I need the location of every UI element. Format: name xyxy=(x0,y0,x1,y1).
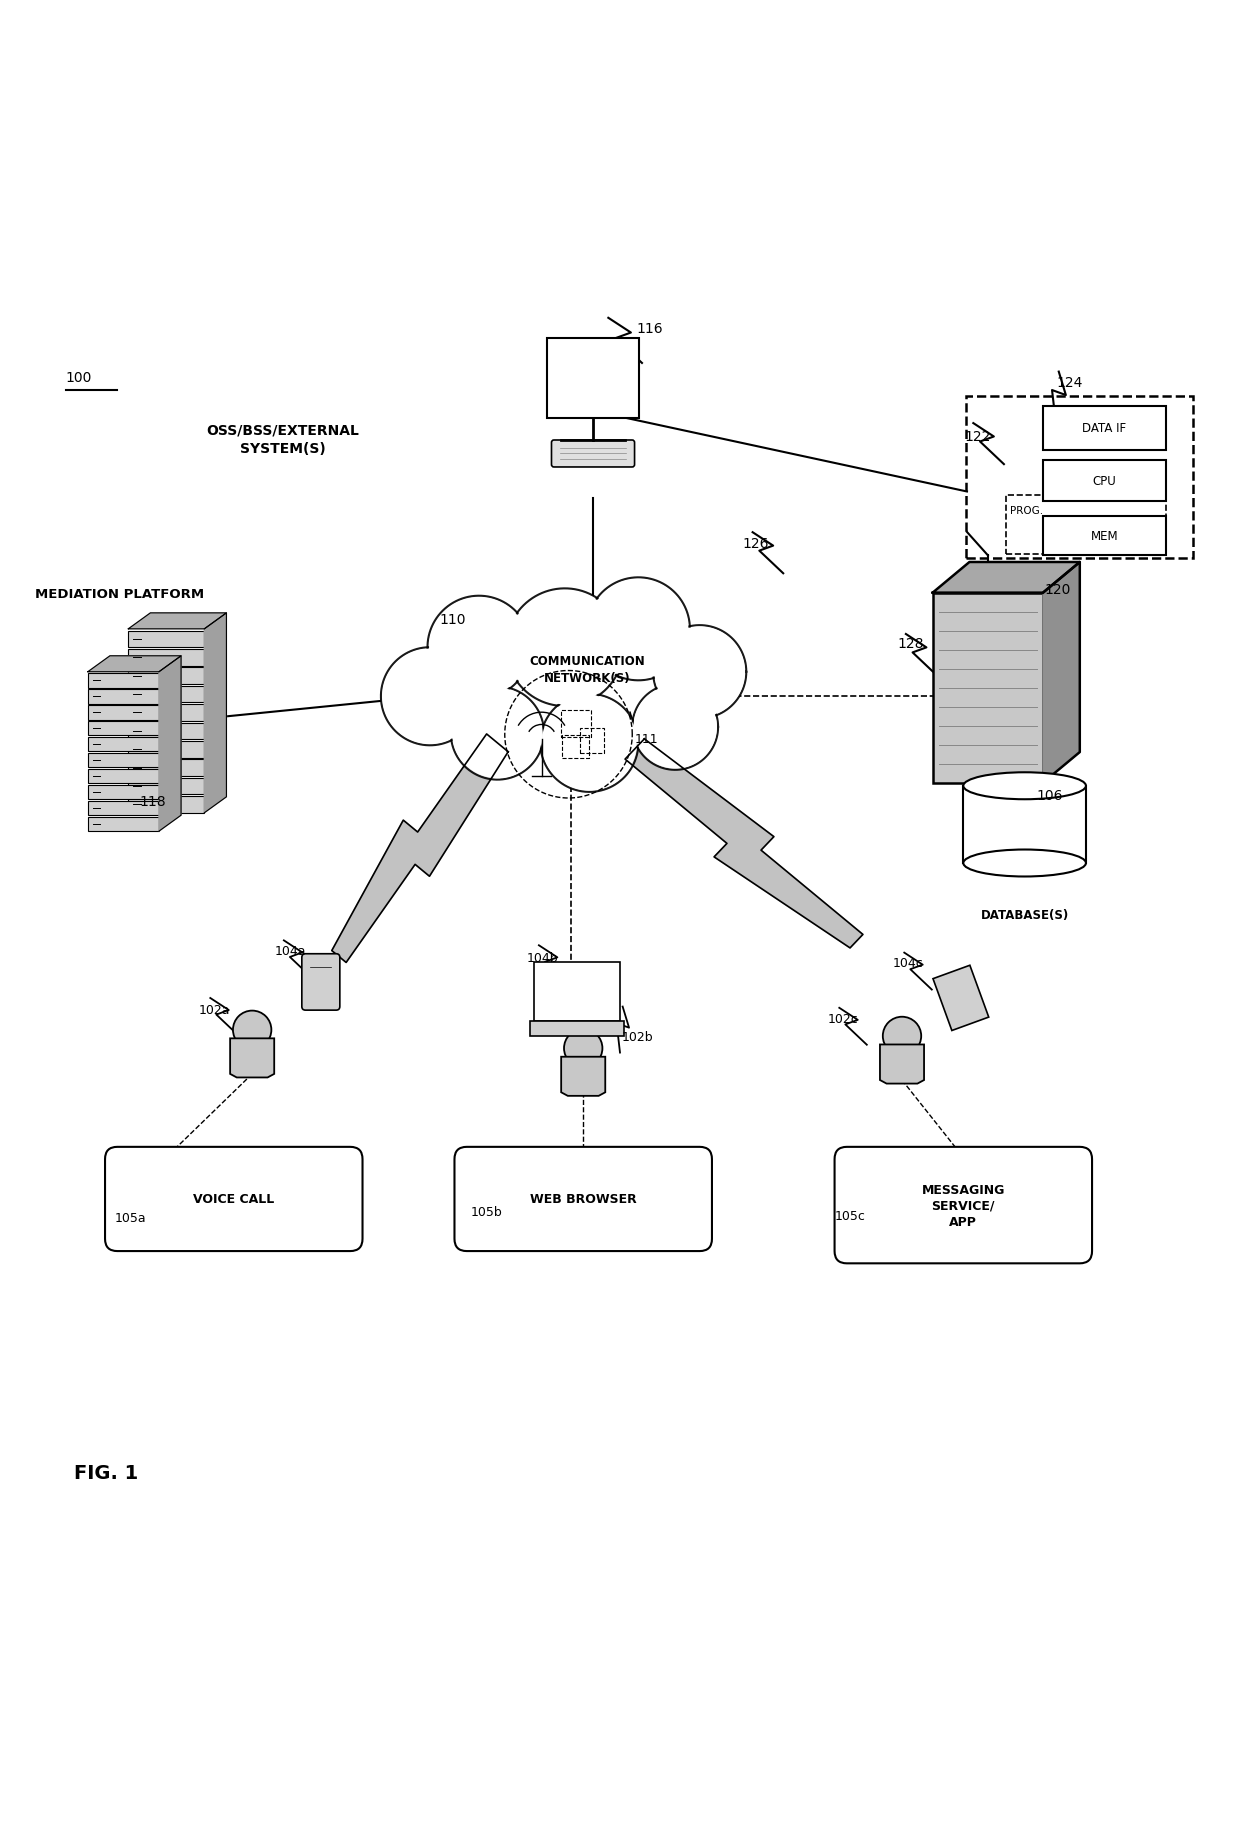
Circle shape xyxy=(506,589,624,706)
Polygon shape xyxy=(128,705,205,721)
FancyBboxPatch shape xyxy=(455,1147,712,1252)
Circle shape xyxy=(632,684,718,770)
Circle shape xyxy=(564,1030,603,1069)
Text: CPU: CPU xyxy=(1092,474,1116,487)
Polygon shape xyxy=(205,613,227,813)
Circle shape xyxy=(542,695,637,791)
Text: 104a: 104a xyxy=(274,944,306,957)
Text: 104c: 104c xyxy=(893,957,923,970)
FancyBboxPatch shape xyxy=(1043,461,1166,501)
Circle shape xyxy=(634,686,717,769)
Text: WEB BROWSER: WEB BROWSER xyxy=(529,1193,636,1206)
Text: 102a: 102a xyxy=(198,1003,229,1016)
Polygon shape xyxy=(159,657,181,831)
Circle shape xyxy=(382,650,477,745)
Polygon shape xyxy=(88,737,159,752)
FancyBboxPatch shape xyxy=(301,953,340,1010)
Polygon shape xyxy=(88,690,159,705)
Polygon shape xyxy=(625,739,863,948)
Text: VOICE CALL: VOICE CALL xyxy=(193,1193,274,1206)
Polygon shape xyxy=(932,562,1080,593)
Circle shape xyxy=(587,578,689,681)
Circle shape xyxy=(429,598,529,697)
Circle shape xyxy=(653,626,746,719)
Text: 124: 124 xyxy=(1056,375,1083,390)
Text: 105b: 105b xyxy=(470,1206,502,1219)
Text: 100: 100 xyxy=(66,371,92,384)
Polygon shape xyxy=(88,818,159,831)
Text: COMMUNICATION
NETWORK(S): COMMUNICATION NETWORK(S) xyxy=(529,655,645,684)
Circle shape xyxy=(381,648,479,747)
Polygon shape xyxy=(128,686,205,703)
Polygon shape xyxy=(128,723,205,739)
Text: OSS/BSS/EXTERNAL
SYSTEM(S): OSS/BSS/EXTERNAL SYSTEM(S) xyxy=(206,423,360,456)
Polygon shape xyxy=(128,796,205,813)
Circle shape xyxy=(541,694,639,792)
Text: 102c: 102c xyxy=(827,1012,858,1027)
Ellipse shape xyxy=(963,772,1086,800)
Text: DATA IF: DATA IF xyxy=(1083,423,1126,436)
Polygon shape xyxy=(88,706,159,721)
Circle shape xyxy=(428,597,531,699)
Polygon shape xyxy=(932,593,1043,783)
Circle shape xyxy=(507,591,622,705)
Polygon shape xyxy=(128,778,205,794)
FancyBboxPatch shape xyxy=(105,1147,362,1252)
Circle shape xyxy=(655,628,745,717)
Polygon shape xyxy=(231,1039,274,1078)
Polygon shape xyxy=(88,802,159,816)
Text: 116: 116 xyxy=(636,322,662,337)
Text: 128: 128 xyxy=(897,637,924,651)
Polygon shape xyxy=(88,721,159,736)
Circle shape xyxy=(453,688,543,780)
Text: DATABASE(S): DATABASE(S) xyxy=(981,910,1069,922)
Polygon shape xyxy=(332,734,508,963)
Polygon shape xyxy=(88,754,159,769)
FancyBboxPatch shape xyxy=(534,963,620,1021)
Text: MEM: MEM xyxy=(1090,531,1118,544)
Polygon shape xyxy=(1043,562,1080,783)
Polygon shape xyxy=(88,785,159,800)
Text: MEDIATION PLATFORM: MEDIATION PLATFORM xyxy=(35,587,205,600)
Text: 118: 118 xyxy=(139,794,166,809)
FancyBboxPatch shape xyxy=(835,1147,1092,1265)
Text: 106: 106 xyxy=(1037,789,1064,803)
Polygon shape xyxy=(880,1045,924,1083)
Polygon shape xyxy=(932,966,988,1030)
FancyBboxPatch shape xyxy=(1043,406,1166,450)
Text: 105c: 105c xyxy=(835,1210,866,1222)
Polygon shape xyxy=(88,673,159,688)
Circle shape xyxy=(883,1017,921,1056)
Circle shape xyxy=(451,686,544,780)
Text: 105a: 105a xyxy=(115,1211,146,1224)
Text: FIG. 1: FIG. 1 xyxy=(74,1462,139,1482)
Text: 126: 126 xyxy=(743,536,769,551)
Ellipse shape xyxy=(963,851,1086,877)
FancyBboxPatch shape xyxy=(552,441,635,468)
Text: 110: 110 xyxy=(440,613,466,626)
Polygon shape xyxy=(128,613,227,630)
Polygon shape xyxy=(128,650,205,666)
Circle shape xyxy=(589,580,688,679)
Text: 102b: 102b xyxy=(621,1030,652,1043)
Polygon shape xyxy=(88,657,181,672)
Circle shape xyxy=(233,1010,272,1049)
Polygon shape xyxy=(88,770,159,783)
Polygon shape xyxy=(128,631,205,648)
Text: 111: 111 xyxy=(635,732,658,745)
FancyBboxPatch shape xyxy=(1043,516,1166,556)
Text: MESSAGING
SERVICE/
APP: MESSAGING SERVICE/ APP xyxy=(921,1182,1004,1228)
Text: 122: 122 xyxy=(965,430,991,443)
FancyBboxPatch shape xyxy=(547,339,639,419)
Polygon shape xyxy=(128,741,205,758)
Text: PROG.: PROG. xyxy=(1009,505,1043,516)
Text: 104b: 104b xyxy=(527,952,558,964)
Polygon shape xyxy=(128,759,205,776)
FancyBboxPatch shape xyxy=(529,1021,624,1036)
Polygon shape xyxy=(128,668,205,684)
Polygon shape xyxy=(562,1058,605,1096)
Polygon shape xyxy=(963,787,1086,864)
Text: 120: 120 xyxy=(1044,584,1070,597)
